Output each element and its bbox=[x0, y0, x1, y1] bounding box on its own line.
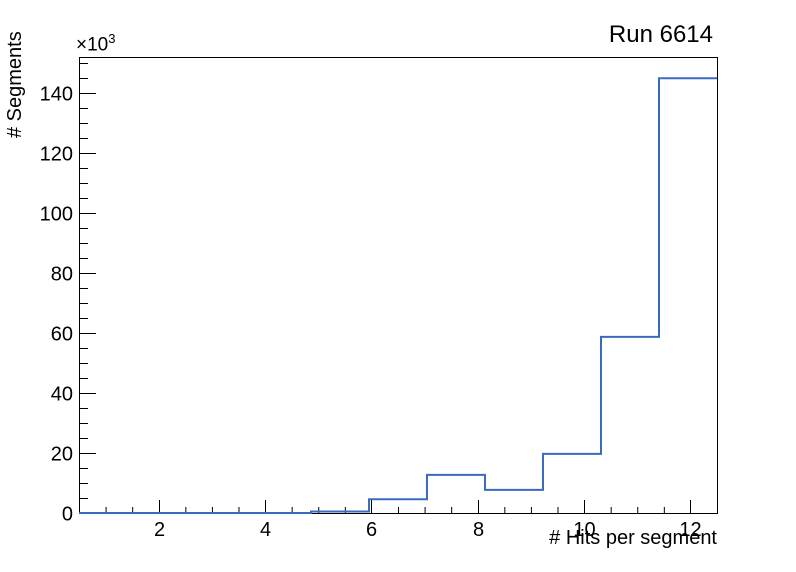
y-axis-tick-label: 60 bbox=[51, 324, 73, 346]
x-axis-tick-label: 8 bbox=[473, 519, 484, 541]
y-axis-multiplier: ×103 bbox=[76, 31, 115, 56]
x-axis-tick-label: 12 bbox=[679, 519, 701, 541]
y-axis-tick-label: 20 bbox=[51, 444, 73, 466]
x-axis-tick-label: 2 bbox=[154, 519, 165, 541]
x-axis-tick-label: 6 bbox=[366, 519, 377, 541]
x-axis-tick-label: 4 bbox=[260, 519, 271, 541]
y-axis-multiplier-exponent: 3 bbox=[108, 31, 116, 46]
y-axis-tick-label: 40 bbox=[51, 384, 73, 406]
y-axis-tick-label: 100 bbox=[40, 204, 73, 226]
y-axis-multiplier-base: ×10 bbox=[76, 34, 109, 56]
y-axis-title: # Segments bbox=[4, 31, 26, 138]
chart-title: Run 6614 bbox=[608, 21, 713, 48]
x-axis-tick-label: 10 bbox=[573, 519, 595, 541]
y-axis-tick-label: 0 bbox=[62, 504, 73, 526]
plot-frame bbox=[79, 57, 718, 514]
x-axis-title: # Hits per segment bbox=[549, 527, 717, 549]
histogram-line bbox=[79, 77, 717, 514]
y-axis-tick-label: 80 bbox=[51, 264, 73, 286]
y-axis-tick-label: 140 bbox=[40, 84, 73, 106]
y-axis-tick-label: 120 bbox=[40, 144, 73, 166]
